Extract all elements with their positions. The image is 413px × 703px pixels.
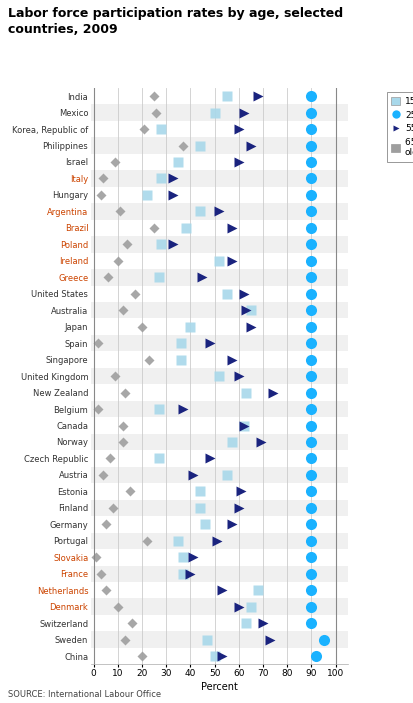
Bar bbox=[91, 88, 347, 104]
Bar bbox=[91, 252, 347, 269]
Bar bbox=[91, 187, 347, 203]
Bar bbox=[91, 500, 347, 516]
Legend: 15–24, 25–54, 55–64, 65 and
older: 15–24, 25–54, 55–64, 65 and older bbox=[386, 92, 413, 162]
Bar bbox=[91, 352, 347, 368]
Bar bbox=[91, 565, 347, 582]
Bar bbox=[91, 549, 347, 565]
Bar bbox=[91, 154, 347, 170]
Bar bbox=[91, 137, 347, 154]
X-axis label: Percent: Percent bbox=[200, 682, 237, 692]
Bar bbox=[91, 285, 347, 302]
Bar bbox=[91, 170, 347, 187]
Bar bbox=[91, 582, 347, 598]
Bar bbox=[91, 648, 347, 664]
Text: SOURCE: International Labour Office: SOURCE: International Labour Office bbox=[8, 690, 161, 699]
Bar bbox=[91, 467, 347, 483]
Bar bbox=[91, 401, 347, 418]
Bar bbox=[91, 450, 347, 467]
Bar bbox=[91, 598, 347, 615]
Bar bbox=[91, 104, 347, 121]
Bar bbox=[91, 335, 347, 352]
Bar bbox=[91, 483, 347, 500]
Bar bbox=[91, 533, 347, 549]
Bar bbox=[91, 516, 347, 533]
Bar bbox=[91, 203, 347, 219]
Bar bbox=[91, 615, 347, 631]
Bar bbox=[91, 631, 347, 648]
Bar bbox=[91, 219, 347, 236]
Bar bbox=[91, 121, 347, 137]
Text: Labor force participation rates by age, selected
countries, 2009: Labor force participation rates by age, … bbox=[8, 7, 342, 36]
Bar bbox=[91, 434, 347, 450]
Bar bbox=[91, 418, 347, 434]
Bar bbox=[91, 368, 347, 385]
Bar bbox=[91, 269, 347, 285]
Bar bbox=[91, 318, 347, 335]
Bar bbox=[91, 236, 347, 252]
Bar bbox=[91, 302, 347, 318]
Bar bbox=[91, 385, 347, 401]
